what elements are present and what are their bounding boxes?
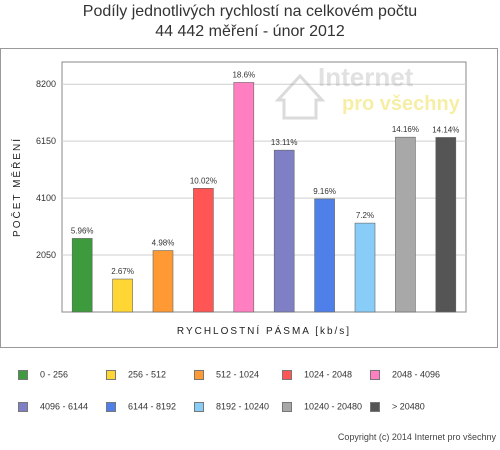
legend-swatch (106, 401, 116, 412)
bar-data-label: 10.02% (190, 176, 217, 185)
bar (112, 278, 133, 313)
house-icon (274, 73, 326, 120)
legend-swatch (194, 369, 204, 380)
legend-item: 0 - 256 (18, 368, 68, 382)
legend-swatch (282, 401, 292, 412)
legend-swatch (18, 369, 28, 380)
legend-item: 256 - 512 (106, 368, 166, 382)
bar (152, 250, 174, 313)
chart-title-line1: Podíly jednotlivých rychlostí na celkové… (82, 3, 418, 20)
bar (233, 82, 255, 313)
legend-label: 2048 - 4096 (392, 369, 441, 380)
bar-data-label: 7.2% (356, 211, 374, 220)
chart-title-line2: 44 442 měření - únor 2012 (155, 23, 345, 40)
bar (354, 222, 376, 313)
legend-label: > 20480 (392, 401, 425, 412)
legend-swatch (282, 369, 292, 380)
bar-data-label: 18.6% (232, 70, 255, 79)
legend-item: > 20480 (370, 400, 425, 414)
legend-item: 1024 - 2048 (282, 368, 352, 382)
legend-label: 512 - 1024 (216, 369, 260, 380)
bar (395, 136, 416, 313)
legend-label: 6144 - 8192 (128, 401, 177, 412)
legend-item: 4096 - 6144 (18, 400, 88, 414)
y-tick-label: 2050 (36, 250, 56, 260)
chart-frame (0, 48, 498, 348)
legend-label: 4096 - 6144 (40, 401, 89, 412)
y-tick-label: 4100 (36, 193, 56, 203)
y-tick-label: 6150 (36, 136, 56, 146)
chart-title: Podíly jednotlivých rychlostí na celkové… (0, 2, 500, 42)
legend-swatch (18, 401, 28, 412)
bar-data-label: 5.96% (71, 226, 94, 235)
legend-item: 10240 - 20480 (282, 400, 362, 414)
y-tick-label: 8200 (36, 79, 56, 89)
legend-swatch (370, 401, 380, 412)
bar (71, 238, 93, 313)
bar-data-label: 13.11% (271, 138, 298, 147)
bar (435, 137, 457, 313)
bar (193, 188, 214, 313)
legend-swatch (370, 369, 380, 380)
copyright-text: Copyright (c) 2014 Internet pro všechny (337, 432, 496, 442)
x-axis-title: RYCHLOSTNÍ PÁSMA [kb/s] (177, 324, 351, 337)
legend-label: 10240 - 20480 (304, 401, 363, 412)
bar (314, 198, 335, 313)
bar-data-label: 4.98% (152, 239, 175, 248)
legend-item: 6144 - 8192 (106, 400, 176, 414)
legend-swatch (194, 401, 204, 412)
legend-label: 0 - 256 (40, 369, 69, 380)
legend-label: 8192 - 10240 (216, 401, 270, 412)
bar-data-label: 14.14% (432, 125, 459, 134)
bar (273, 149, 295, 313)
bar-data-label: 14.16% (392, 125, 419, 134)
y-axis-title: POČET MĚŘENÍ (10, 137, 23, 237)
legend-label: 1024 - 2048 (304, 369, 353, 380)
legend-label: 256 - 512 (128, 369, 167, 380)
bar-data-label: 9.16% (313, 187, 336, 196)
bar-data-label: 2.67% (111, 267, 134, 276)
legend-swatch (106, 369, 116, 380)
legend-item: 2048 - 4096 (370, 368, 440, 382)
watermark-line2: pro všechny (342, 93, 461, 115)
legend-item: 512 - 1024 (194, 368, 259, 382)
legend-item: 8192 - 10240 (194, 400, 269, 414)
watermark-line1: Internet (318, 62, 414, 92)
